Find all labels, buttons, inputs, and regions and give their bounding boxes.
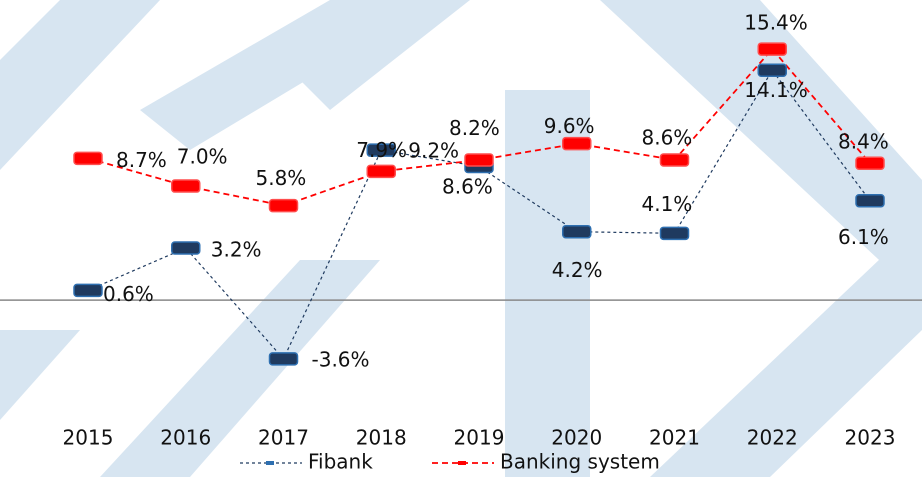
marker: [268, 352, 299, 366]
data-label: 8.2%: [449, 116, 500, 140]
marker: [855, 193, 885, 208]
legend-label: Banking system: [500, 450, 660, 474]
data-label: 4.2%: [552, 258, 603, 282]
data-label: 9.6%: [544, 114, 595, 138]
data-label: 8.6%: [642, 125, 693, 149]
data-label: 8.6%: [442, 174, 493, 198]
marker: [757, 63, 787, 78]
data-label: 5.8%: [256, 166, 307, 190]
legend-label: Fibank: [308, 450, 373, 474]
marker: [659, 153, 690, 167]
legend-marker: [266, 461, 274, 465]
x-tick-label: 2021: [649, 426, 700, 450]
data-label: 8.7%: [116, 148, 167, 172]
marker: [268, 198, 299, 213]
marker: [464, 153, 494, 167]
x-tick-label: 2022: [747, 426, 798, 450]
x-tick-label: 2015: [63, 426, 114, 450]
marker: [73, 151, 103, 166]
data-label: 7.0%: [177, 145, 228, 169]
x-tick-label: 2023: [845, 426, 896, 450]
data-label: 7.9%: [356, 138, 407, 162]
data-label: 14.1%: [744, 78, 808, 102]
marker: [855, 156, 885, 170]
marker: [171, 179, 201, 193]
x-tick-label: 2019: [454, 426, 505, 450]
data-label: 8.4%: [838, 130, 889, 154]
x-tick-label: 2018: [356, 426, 407, 450]
marker: [562, 224, 592, 239]
marker: [757, 42, 787, 56]
legend-item: Banking system: [432, 450, 660, 474]
marker: [562, 136, 592, 151]
marker: [659, 226, 690, 241]
x-tick-label: 2020: [551, 426, 602, 450]
data-label: 0.6%: [103, 282, 154, 306]
data-label: 6.1%: [838, 225, 889, 249]
x-tick-label: 2016: [160, 426, 211, 450]
data-label: 3.2%: [211, 238, 262, 262]
data-label: 4.1%: [642, 192, 693, 216]
marker: [366, 143, 396, 157]
marker: [171, 241, 201, 255]
data-label: -3.6%: [312, 347, 370, 371]
legend-marker: [458, 461, 466, 465]
x-tick-label: 2017: [258, 426, 309, 450]
data-label: 9.2%: [408, 139, 459, 163]
marker: [73, 283, 103, 298]
marker: [366, 164, 396, 179]
data-label: 15.4%: [744, 11, 808, 35]
legend-item: Fibank: [240, 450, 373, 474]
